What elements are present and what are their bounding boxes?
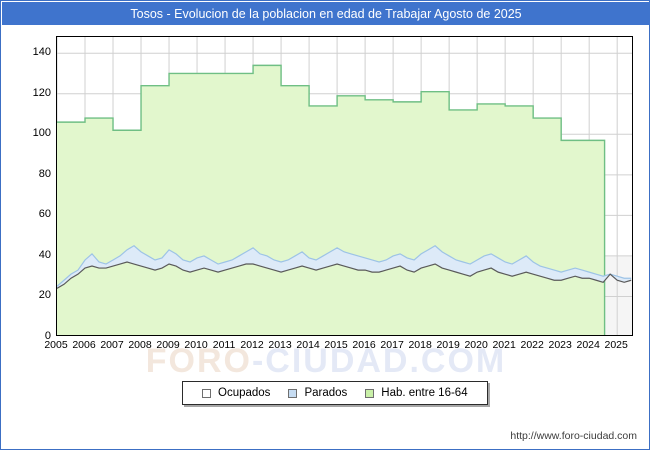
- chart-title-bar: Tosos - Evolucion de la poblacion en eda…: [2, 2, 650, 25]
- x-axis-tick-label: 2017: [380, 339, 404, 351]
- x-axis-tick-label: 2015: [324, 339, 348, 351]
- legend-swatch-icon: [288, 388, 298, 398]
- source-url: http://www.foro-ciudad.com: [510, 430, 637, 442]
- series-line-parados: [57, 245, 632, 287]
- x-axis-tick-label: 2024: [576, 339, 600, 351]
- y-axis-tick-label: 60: [38, 208, 51, 221]
- legend-swatch-icon: [365, 388, 375, 398]
- page-title: Tosos - Evolucion de la poblacion en eda…: [130, 6, 522, 21]
- x-axis-tick-label: 2014: [296, 339, 320, 351]
- x-axis-tick-label: 2021: [492, 339, 516, 351]
- legend-item[interactable]: Ocupados: [202, 387, 270, 399]
- y-axis-tick-label: 20: [38, 289, 51, 302]
- x-axis-tick-label: 2010: [184, 339, 208, 351]
- x-axis-tick-label: 2012: [240, 339, 264, 351]
- x-axis-tick-label: 2022: [520, 339, 544, 351]
- y-axis-tick-label: 120: [32, 86, 51, 99]
- x-axis-tick-label: 2023: [548, 339, 572, 351]
- y-axis-tick-label: 40: [38, 248, 51, 261]
- x-axis-tick-label: 2019: [436, 339, 460, 351]
- legend-label: Ocupados: [218, 387, 271, 399]
- legend-label: Parados: [304, 387, 348, 399]
- x-axis-tick-label: 2013: [268, 339, 292, 351]
- series-area-parados: [57, 245, 632, 289]
- y-axis-tick-label: 100: [32, 127, 51, 140]
- y-axis-tick-label: 140: [32, 46, 51, 59]
- legend-swatch-icon: [202, 388, 211, 398]
- x-axis-tick-label: 2005: [44, 339, 68, 351]
- x-axis-tick-label: 2018: [408, 339, 432, 351]
- y-axis-tick-label: 0: [44, 330, 51, 342]
- x-axis-tick-label: 2025: [604, 339, 628, 351]
- chart-legend: Ocupados Parados Hab. entre 16-64: [182, 381, 488, 405]
- x-axis-tick-label: 2011: [212, 339, 236, 351]
- x-axis-tick-label: 2006: [72, 339, 96, 351]
- plot-area: [56, 36, 633, 336]
- legend-label: Hab. entre 16-64: [381, 387, 468, 399]
- x-axis-tick-label: 2009: [156, 339, 180, 351]
- x-axis-tick-label: 2016: [352, 339, 376, 351]
- series-line-ocupados: [57, 261, 632, 289]
- series-line-habitantes: [57, 64, 606, 335]
- x-axis-tick-label: 2020: [464, 339, 488, 351]
- legend-item[interactable]: Hab. entre 16-64: [365, 387, 468, 399]
- legend-item[interactable]: Parados: [288, 387, 347, 399]
- chart-canvas: [57, 37, 632, 335]
- x-axis-labels: 2005 2006 2007 2008 2009 2010 2011 2012 2013 2014…: [44, 339, 633, 355]
- plot-wrap: [56, 36, 633, 336]
- y-axis-labels: 0 20 40 60 80 100 120 140: [1, 36, 51, 342]
- x-axis-tick-label: 2008: [128, 339, 152, 351]
- y-axis-tick-label: 80: [38, 167, 51, 180]
- x-axis-tick-label: 2007: [100, 339, 124, 351]
